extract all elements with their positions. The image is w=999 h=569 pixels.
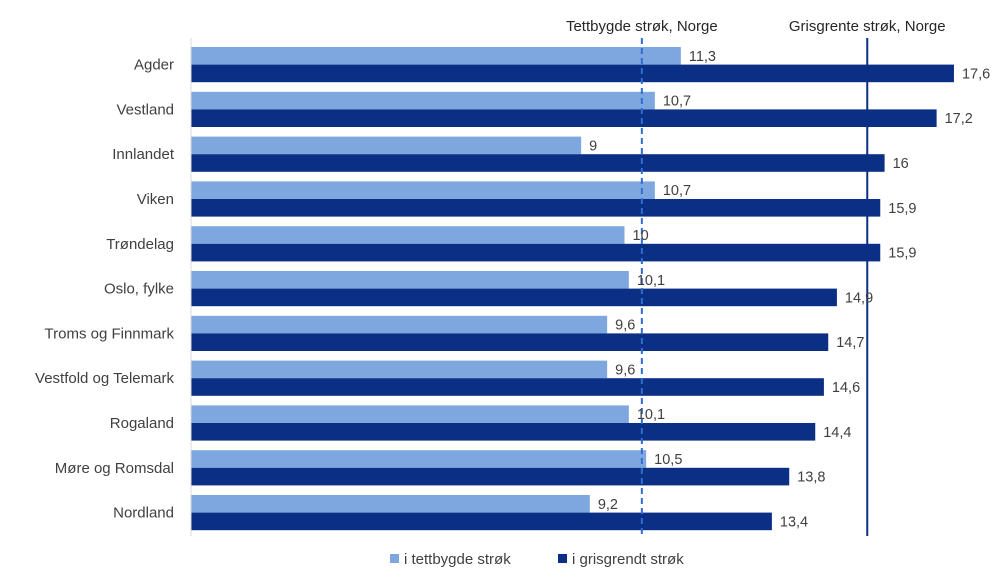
value-label-i-tettbygde-strøk-innlandet: 9 — [589, 138, 597, 154]
legend-swatch-i-grisgrendt-strøk — [558, 554, 567, 563]
category-label-innlandet: Innlandet — [112, 146, 175, 163]
value-label-i-grisgrendt-strøk-møre-og-romsdal: 13,8 — [797, 470, 825, 486]
value-label-i-grisgrendt-strøk-vestfold-og-telemark: 14,6 — [832, 380, 860, 396]
bar-i-tettbygde-strøk-nordland — [191, 495, 590, 513]
bar-i-tettbygde-strøk-vestland — [191, 91, 655, 110]
category-label-vestland: Vestland — [116, 101, 174, 118]
category-label-trøndelag: Trøndelag — [106, 236, 174, 253]
bar-i-grisgrendt-strøk-innlandet — [191, 154, 885, 172]
reference-lines: Tettbygde strøk, Norge Grisgrente strøk, … — [566, 18, 946, 536]
category-label-vestfold-og-telemark: Vestfold og Telemark — [35, 370, 174, 387]
bar-i-tettbygde-strøk-viken — [191, 181, 655, 199]
value-label-i-tettbygde-strøk-nordland: 9,2 — [598, 497, 618, 513]
bar-i-grisgrendt-strøk-oslo-fylke — [191, 288, 837, 307]
value-label-i-tettbygde-strøk-vestland: 10,7 — [663, 94, 691, 110]
bar-i-tettbygde-strøk-oslo-fylke — [191, 271, 629, 289]
value-label-i-tettbygde-strøk-vestfold-og-telemark: 9,6 — [615, 362, 635, 378]
value-label-i-tettbygde-strøk-rogaland: 10,1 — [637, 407, 665, 423]
value-label-i-tettbygde-strøk-oslo-fylke: 10,1 — [637, 273, 665, 289]
value-label-i-grisgrendt-strøk-nordland: 13,4 — [780, 514, 808, 530]
bar-i-tettbygde-strøk-troms-og-finnmark — [191, 315, 608, 334]
value-label-i-tettbygde-strøk-møre-og-romsdal: 10,5 — [654, 452, 682, 468]
legend-swatch-i-tettbygde-strøk — [390, 554, 399, 563]
category-label-agder: Agder — [134, 57, 174, 74]
bar-i-grisgrendt-strøk-nordland — [191, 512, 772, 531]
value-label-i-tettbygde-strøk-viken: 10,7 — [663, 183, 691, 199]
value-label-i-tettbygde-strøk-agder: 11,3 — [689, 49, 716, 65]
bar-i-grisgrendt-strøk-trøndelag — [191, 243, 881, 262]
value-label-i-grisgrendt-strøk-vestland: 17,2 — [945, 111, 973, 127]
bar-i-grisgrendt-strøk-vestland — [191, 109, 937, 127]
value-label-i-grisgrendt-strøk-agder: 17,6 — [962, 66, 990, 82]
legend-label-i-tettbygde-strøk: i tettbygde strøk — [404, 551, 511, 568]
bar-i-grisgrendt-strøk-agder — [191, 64, 954, 83]
bar-i-tettbygde-strøk-rogaland — [191, 405, 629, 423]
bar-i-tettbygde-strøk-trøndelag — [191, 226, 625, 244]
value-label-i-grisgrendt-strøk-viken: 15,9 — [888, 201, 916, 217]
value-label-i-grisgrendt-strøk-rogaland: 14,4 — [823, 425, 851, 441]
category-label-troms-og-finnmark: Troms og Finnmark — [45, 325, 175, 342]
bar-i-grisgrendt-strøk-møre-og-romsdal — [191, 467, 790, 486]
value-labels: 11,3 17,6 10,7 17,2 9 16 10,7 15,9 10 15,9 10,1 14,… — [589, 49, 990, 531]
bars — [191, 47, 954, 531]
category-labels: Agder Vestland Innlandet Viken Trøndelag Oslo… — [35, 57, 175, 522]
bar-i-tettbygde-strøk-vestfold-og-telemark — [191, 360, 608, 379]
category-label-viken: Viken — [137, 191, 174, 208]
reference-label-tettbygde-strøk-norge: Tettbygde strøk, Norge — [566, 18, 718, 35]
legend-label-i-grisgrendt-strøk: i grisgrendt strøk — [572, 551, 684, 568]
reference-label-grisgrente-strøk-norge: Grisgrente strøk, Norge — [789, 18, 946, 35]
category-label-oslo-fylke: Oslo, fylke — [104, 281, 174, 298]
value-label-i-grisgrendt-strøk-troms-og-finnmark: 14,7 — [836, 335, 864, 351]
category-label-møre-og-romsdal: Møre og Romsdal — [55, 460, 174, 477]
bar-i-tettbygde-strøk-agder — [191, 47, 681, 65]
category-label-nordland: Nordland — [113, 505, 174, 522]
value-label-i-grisgrendt-strøk-oslo-fylke: 14,9 — [845, 290, 873, 306]
value-label-i-grisgrendt-strøk-trøndelag: 15,9 — [888, 246, 916, 262]
category-label-rogaland: Rogaland — [110, 415, 174, 432]
value-label-i-tettbygde-strøk-trøndelag: 10 — [633, 228, 649, 244]
value-label-i-grisgrendt-strøk-innlandet: 16 — [893, 156, 909, 172]
bar-i-tettbygde-strøk-møre-og-romsdal — [191, 450, 647, 468]
bar-i-tettbygde-strøk-innlandet — [191, 136, 582, 155]
value-label-i-tettbygde-strøk-troms-og-finnmark: 9,6 — [615, 318, 635, 334]
bar-i-grisgrendt-strøk-troms-og-finnmark — [191, 333, 829, 351]
bar-i-grisgrendt-strøk-vestfold-og-telemark — [191, 378, 824, 396]
bar-i-grisgrendt-strøk-viken — [191, 199, 881, 217]
bar-i-grisgrendt-strøk-rogaland — [191, 423, 816, 441]
legend: i tettbygde strøk i grisgrendt strøk — [390, 551, 684, 568]
